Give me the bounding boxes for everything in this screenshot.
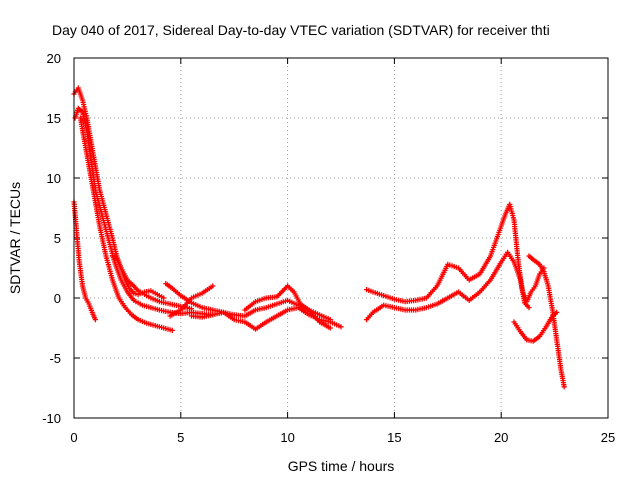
series-arc-12 — [526, 253, 567, 390]
data-point — [92, 317, 98, 323]
y-tick-label: -5 — [49, 351, 61, 366]
data-point — [161, 295, 167, 301]
series-line — [73, 87, 193, 310]
series-arc-7 — [167, 283, 216, 319]
data-point — [561, 384, 567, 390]
x-tick-label: 20 — [494, 430, 508, 445]
x-tick-label: 5 — [177, 430, 184, 445]
series-arc-13 — [511, 309, 560, 344]
series-arc-3 — [72, 105, 216, 318]
data-point — [338, 324, 344, 330]
data-point — [526, 305, 532, 311]
x-tick-label: 15 — [387, 430, 401, 445]
x-tick-label: 0 — [70, 430, 77, 445]
y-tick-label: 0 — [54, 291, 61, 306]
x-tick-label: 25 — [601, 430, 615, 445]
grid-lines — [74, 58, 608, 418]
series-arc-4 — [77, 115, 175, 333]
chart-title: Day 040 of 2017, Sidereal Day-to-day VTE… — [52, 22, 550, 38]
series-arc-11 — [364, 249, 532, 323]
series-arc-1 — [71, 199, 98, 323]
data-point — [210, 283, 216, 289]
y-tick-label: 20 — [47, 51, 61, 66]
series-arc-10 — [364, 201, 547, 305]
series-line — [513, 311, 558, 342]
data-point — [554, 309, 560, 315]
y-axis-label: SDTVAR / TECUs — [7, 182, 23, 294]
data-series — [71, 85, 567, 390]
y-tick-label: -10 — [42, 411, 61, 426]
y-tick-label: 15 — [47, 111, 61, 126]
axis-ticks: 0 5 10 15 20 25 -10 -5 0 5 10 15 20 — [42, 51, 615, 445]
series-arc-8 — [188, 305, 344, 332]
y-tick-label: 5 — [54, 231, 61, 246]
series-arc-5 — [109, 253, 167, 301]
x-axis-label: GPS time / hours — [288, 458, 395, 474]
y-tick-label: 10 — [47, 171, 61, 186]
series-arc-9 — [242, 283, 333, 331]
plot-frame — [73, 57, 609, 419]
series-line — [79, 117, 174, 332]
x-tick-label: 10 — [280, 430, 294, 445]
series-arc-2 — [71, 85, 195, 312]
data-point — [169, 327, 175, 333]
data-point — [327, 325, 333, 331]
